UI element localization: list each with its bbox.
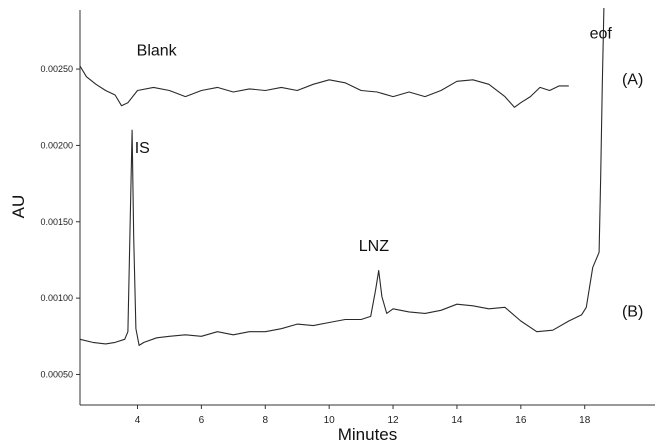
blank-label: Blank <box>137 42 178 59</box>
y-tick-label: 0.00100 <box>40 293 73 303</box>
series-line-b <box>79 7 605 346</box>
x-tick-label: 6 <box>199 415 205 426</box>
y-axis-title: AU <box>9 195 28 219</box>
y-tick-label: 0.00150 <box>40 217 73 227</box>
series-line-a <box>79 65 569 108</box>
annotation-layer: Blank IS LNZ eof (A) (B) <box>135 26 644 321</box>
y-tick-label: 0.00050 <box>40 369 73 379</box>
x-tick-label: 4 <box>135 415 141 426</box>
x-axis-title: Minutes <box>338 425 398 444</box>
is-peak-label: IS <box>135 140 150 157</box>
x-tick-label: 10 <box>324 415 336 426</box>
y-tick-label: 0.00250 <box>40 64 73 74</box>
x-tick-label: 12 <box>387 415 399 426</box>
axes <box>79 10 655 406</box>
trace-a-label: (A) <box>622 71 643 88</box>
x-tick-label: 16 <box>515 415 527 426</box>
lnz-peak-label: LNZ <box>359 238 389 255</box>
y-ticks: 0.00050 0.00100 0.00150 0.00200 0.00250 <box>40 64 80 379</box>
trace-b-label: (B) <box>622 303 643 320</box>
x-tick-label: 8 <box>262 415 268 426</box>
series-layer <box>79 7 605 346</box>
y-tick-label: 0.00200 <box>40 140 73 150</box>
x-ticks: 4 6 8 10 12 14 16 18 <box>135 405 591 426</box>
x-tick-label: 18 <box>579 415 591 426</box>
x-tick-label: 14 <box>451 415 463 426</box>
eof-label: eof <box>590 26 613 43</box>
